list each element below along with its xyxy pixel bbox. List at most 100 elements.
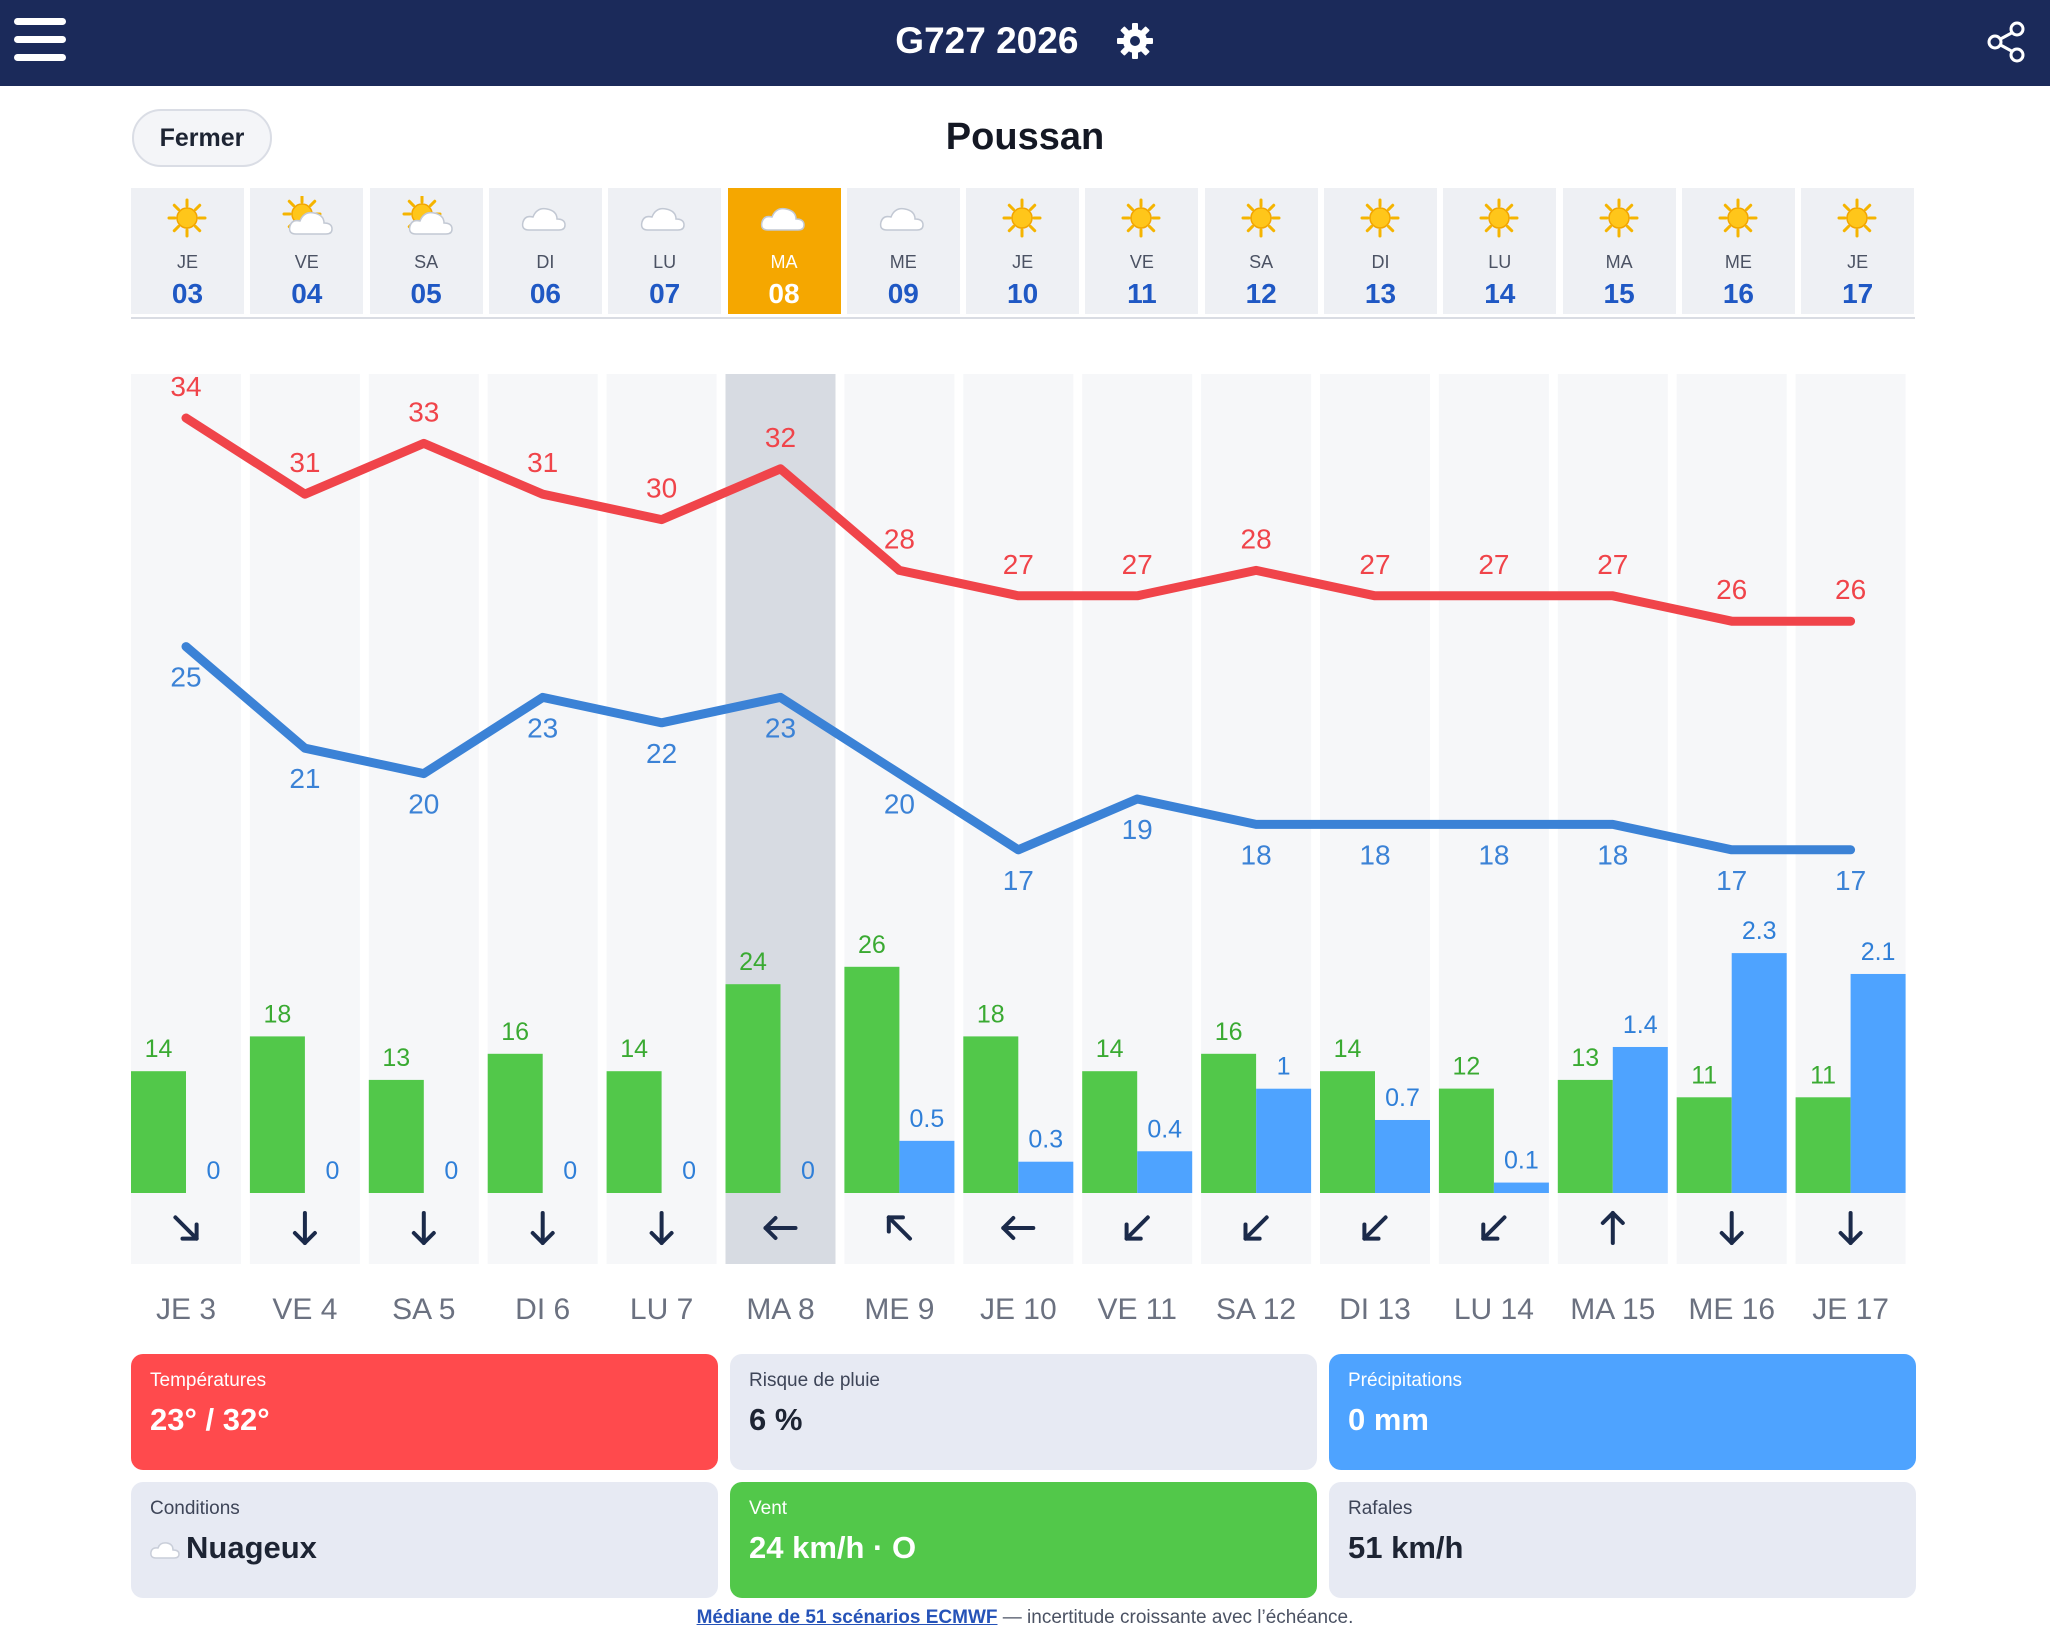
day-tab[interactable]: LU 14 [1443, 188, 1557, 314]
wind-bar [1795, 1097, 1851, 1193]
tmin-label: 17 [1003, 865, 1034, 896]
day-tab[interactable]: LU 07 [608, 188, 722, 314]
gear-icon[interactable] [1115, 21, 1155, 61]
day-tab-date: 10 [1007, 278, 1039, 309]
precip-bar [1018, 1161, 1074, 1193]
x-axis-label: MA 8 [746, 1293, 814, 1326]
conditions-label: Conditions [150, 1498, 240, 1519]
ecmwf-link[interactable]: Médiane de 51 scénarios ECMWF [696, 1607, 998, 1628]
day-tab[interactable]: JE 17 [1801, 188, 1915, 314]
precip-bar [1137, 1151, 1193, 1193]
day-tab-weekday: JE [176, 252, 198, 272]
precip-bar [1731, 953, 1787, 1193]
wind-bar-label: 13 [1571, 1044, 1599, 1072]
menu-icon[interactable] [14, 18, 66, 62]
wind-arrow-icon [886, 1215, 913, 1241]
tmin-label: 23 [527, 712, 558, 743]
tmin-label: 20 [884, 789, 915, 820]
x-axis-label: ME 16 [1688, 1293, 1775, 1326]
sun-icon [1599, 198, 1639, 238]
wind-bar-label: 16 [501, 1018, 529, 1046]
close-button[interactable]: Fermer [132, 109, 272, 167]
precip-label: Précipitations [1348, 1370, 1463, 1391]
x-axis-label: LU 14 [1454, 1293, 1534, 1326]
wind-bar [487, 1053, 543, 1193]
cloud-icon [150, 1541, 180, 1559]
day-tab-date: 03 [171, 278, 204, 309]
precip-bar [1612, 1046, 1668, 1193]
wind-bar-label: 12 [1452, 1053, 1480, 1081]
app-title-bar: G727 2026 [0, 18, 2050, 62]
tmax-label: 27 [1122, 549, 1153, 580]
wind-arrow-icon [173, 1215, 199, 1241]
wind-arrow-icon [1838, 1211, 1863, 1245]
tmax-label: 34 [170, 371, 201, 402]
tmin-label: 18 [1241, 839, 1272, 870]
day-tab[interactable]: VE 04 [250, 188, 364, 314]
cloud-icon [641, 207, 685, 231]
day-tab-date: 17 [1842, 278, 1874, 309]
day-tab[interactable]: JE 03 [131, 188, 244, 314]
day-tab[interactable]: JE 10 [966, 188, 1080, 314]
wind-bar-label: 14 [1334, 1035, 1362, 1063]
temperatures-card: Températures 23° / 32° [131, 1354, 718, 1470]
day-tab[interactable]: ME 16 [1681, 188, 1795, 314]
tmin-label: 21 [289, 763, 320, 794]
gusts-card: Rafales 51 km/h [1329, 1482, 1916, 1598]
sun-icon [1718, 198, 1758, 238]
day-tab-date: 16 [1722, 278, 1754, 309]
day-tab[interactable]: VE 11 [1085, 188, 1199, 314]
precip-bar-label: 0 [444, 1157, 458, 1185]
day-tab-weekday: SA [1249, 252, 1274, 272]
wind-arrow-icon [1362, 1215, 1388, 1241]
tmax-label: 31 [289, 447, 320, 478]
day-tab[interactable]: DI 13 [1324, 188, 1437, 314]
precip-bar-label: 2.3 [1742, 917, 1777, 945]
tmax-label: 28 [1241, 523, 1272, 554]
day-tab-weekday: DI [1371, 252, 1390, 272]
wind-bar [1557, 1079, 1613, 1193]
wind-bar [725, 984, 781, 1193]
wind-arrow-icon [292, 1211, 317, 1245]
wind-arrow-icon [649, 1211, 674, 1245]
top-bar: G727 2026 [0, 0, 2050, 86]
tmax-label: 28 [884, 523, 915, 554]
wind-bar [963, 1036, 1019, 1193]
day-tab[interactable]: MA 08 [727, 188, 841, 314]
day-tab-weekday: DI [536, 252, 555, 272]
footnote: Médiane de 51 scénarios ECMWF — incertit… [0, 1607, 2050, 1629]
precip-bar-label: 1.4 [1623, 1011, 1658, 1039]
precip-bar-label: 2.1 [1861, 938, 1896, 966]
tmin-label: 18 [1597, 839, 1628, 870]
wind-bar-label: 26 [858, 931, 886, 959]
sun-cloud-icon [282, 196, 334, 235]
day-tab[interactable]: MA 15 [1562, 188, 1676, 314]
tmax-label: 27 [1003, 549, 1034, 580]
wind-bar-label: 24 [739, 948, 767, 976]
precip-bar [899, 1140, 955, 1193]
gusts-label: Rafales [1348, 1498, 1413, 1519]
day-tab-weekday: ME [1724, 252, 1752, 272]
day-tab[interactable]: ME 09 [846, 188, 960, 314]
precip-bar [1850, 973, 1906, 1193]
day-tab[interactable]: SA 05 [369, 188, 483, 314]
day-tab-date: 05 [410, 278, 442, 309]
tmax-label: 27 [1359, 549, 1390, 580]
wind-arrow-icon [763, 1216, 798, 1240]
x-axis-label: SA 5 [392, 1293, 455, 1326]
forecast-chart: 14 0 18 0 13 0 16 0 14 0 24 0 26 0.5 18 0.3 14 0.4 16 1 14 0.… [131, 371, 1906, 1326]
temperatures-label: Températures [150, 1370, 267, 1391]
day-tab-weekday: JE [1012, 252, 1034, 272]
wind-bar-label: 11 [1691, 1061, 1717, 1089]
app-title: G727 2026 [895, 20, 1079, 62]
day-tab[interactable]: DI 06 [488, 188, 602, 314]
share-icon[interactable] [1984, 20, 2028, 64]
tmin-label: 17 [1716, 865, 1747, 896]
wind-bar [1201, 1053, 1257, 1193]
tmax-line [181, 413, 1856, 626]
day-tab-date: 08 [768, 278, 800, 309]
wind-arrow-icon [530, 1211, 555, 1245]
day-tab[interactable]: SA 12 [1204, 188, 1318, 314]
precip-card: Précipitations 0 mm [1329, 1354, 1916, 1470]
day-tab-date: 15 [1603, 278, 1635, 309]
